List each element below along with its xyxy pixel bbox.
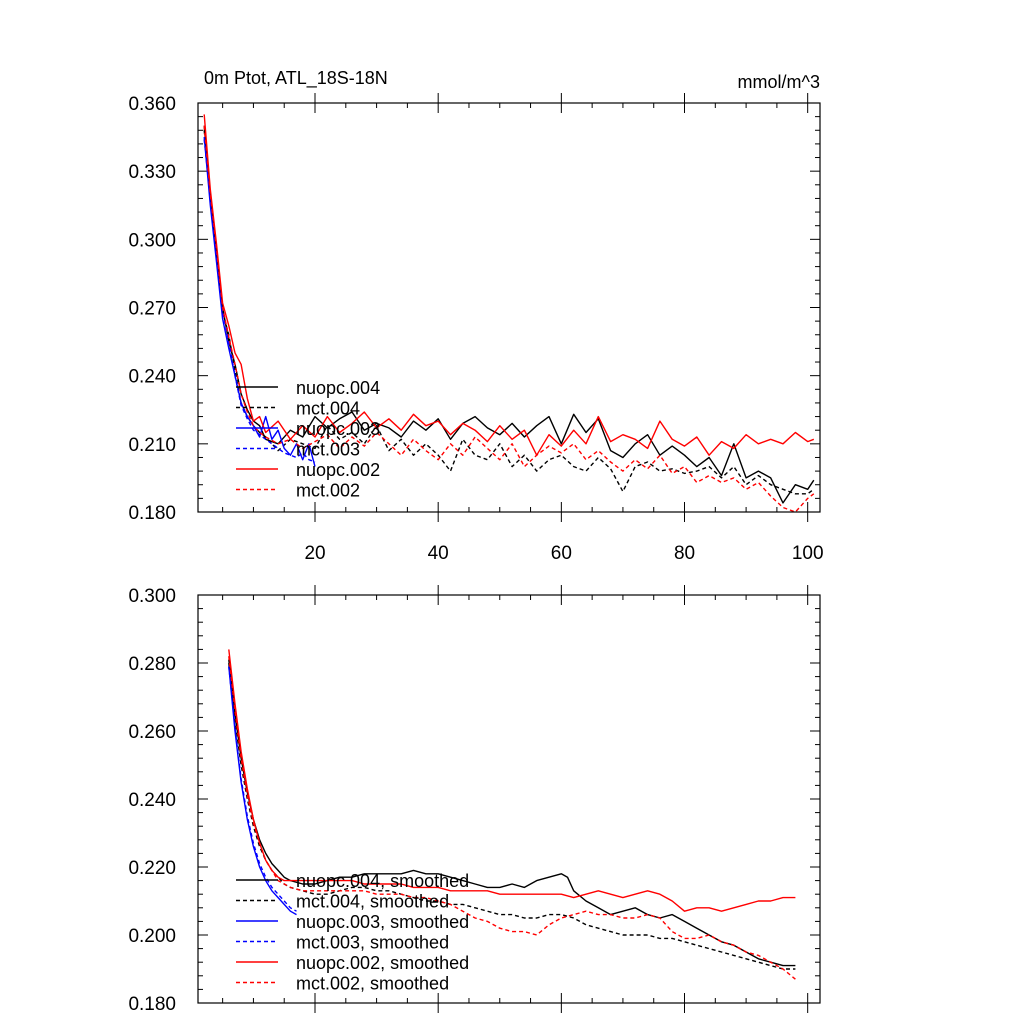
y-tick-label: 0.300 xyxy=(128,230,176,251)
x-tick-label: 20 xyxy=(304,543,325,564)
series-line-mct-004-smoothed xyxy=(228,662,796,970)
legend-label: mct.002 xyxy=(296,481,360,501)
y-tick-label: 0.360 xyxy=(128,94,176,115)
series-line-nuopc-003-smoothed xyxy=(228,666,297,916)
legend-label: mct.004 xyxy=(296,399,360,419)
chart-panel-1: 0.180 0.210 0.240 0.270 0.300 0.330 0.360 20 40 6… xyxy=(128,68,823,564)
y-tick-label: 0.220 xyxy=(128,858,176,879)
plot-frame xyxy=(197,594,821,1004)
x-tick-label: 60 xyxy=(551,543,572,564)
y-tick-label: 0.280 xyxy=(128,654,176,675)
series-line-mct-003-smoothed xyxy=(228,666,297,912)
legend-label: nuopc.003 xyxy=(296,419,380,439)
legend-label: nuopc.004, smoothed xyxy=(296,871,469,891)
legend-label: mct.004, smoothed xyxy=(296,892,449,912)
y-tick-label: 0.240 xyxy=(128,367,176,388)
y-tick-label: 0.200 xyxy=(128,926,176,947)
series-line-mct-002-smoothed xyxy=(228,656,796,980)
legend-label: mct.002, smoothed xyxy=(296,974,449,994)
y-tick-label: 0.180 xyxy=(128,503,176,524)
chart-units: mmol/m^3 xyxy=(738,72,820,92)
legend-label: nuopc.004 xyxy=(296,378,380,398)
y-tick-label: 0.240 xyxy=(128,790,176,811)
y-tick-label: 0.300 xyxy=(128,586,176,607)
legend-label: nuopc.002 xyxy=(296,460,380,480)
y-tick-label: 0.180 xyxy=(128,994,176,1015)
chart-title: 0m Ptot, ATL_18S-18N xyxy=(204,68,388,89)
series-line-nuopc-002 xyxy=(203,114,815,456)
legend-label: nuopc.002, smoothed xyxy=(296,953,469,973)
x-tick-label: 100 xyxy=(792,543,824,564)
chart-panel-2: 0.180 0.200 0.220 0.240 0.260 0.280 0.300 nuopc… xyxy=(128,585,821,1015)
x-tick-label: 80 xyxy=(674,543,695,564)
y-tick-label: 0.330 xyxy=(128,162,176,183)
y-tick-label: 0.270 xyxy=(128,299,176,320)
series-line-mct-002 xyxy=(203,125,815,512)
series-line-nuopc-002-smoothed xyxy=(228,649,796,912)
series-line-nuopc-003 xyxy=(203,137,316,467)
legend-label: mct.003 xyxy=(296,440,360,460)
series-line-nuopc-004-smoothed xyxy=(228,659,796,967)
plot-frame xyxy=(197,102,821,513)
y-tick-label: 0.210 xyxy=(128,435,176,456)
x-tick-label: 40 xyxy=(428,543,449,564)
series-line-mct-003 xyxy=(203,139,316,463)
series-lines xyxy=(228,649,796,980)
legend-label: mct.003, smoothed xyxy=(296,933,449,953)
y-tick-label: 0.260 xyxy=(128,722,176,743)
legend-label: nuopc.003, smoothed xyxy=(296,912,469,932)
